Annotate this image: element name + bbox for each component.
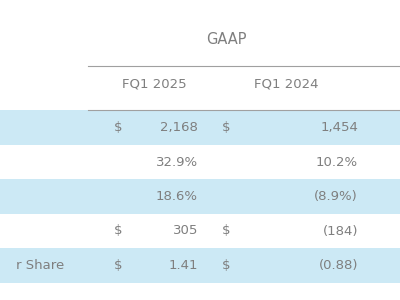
Text: $: $ — [222, 121, 230, 134]
Text: r Share: r Share — [16, 259, 64, 272]
Text: FQ1 2025: FQ1 2025 — [122, 77, 186, 91]
Text: (8.9%): (8.9%) — [314, 190, 358, 203]
Text: 18.6%: 18.6% — [156, 190, 198, 203]
FancyBboxPatch shape — [0, 110, 400, 145]
Text: 1,454: 1,454 — [320, 121, 358, 134]
Text: FQ1 2024: FQ1 2024 — [254, 77, 318, 91]
Text: $: $ — [222, 224, 230, 238]
Text: $: $ — [114, 121, 122, 134]
Text: $: $ — [114, 259, 122, 272]
Text: 1.41: 1.41 — [168, 259, 198, 272]
Text: $: $ — [114, 224, 122, 238]
Text: 10.2%: 10.2% — [316, 155, 358, 169]
Text: 305: 305 — [173, 224, 198, 238]
FancyBboxPatch shape — [0, 179, 400, 214]
Text: GAAP: GAAP — [206, 32, 246, 46]
Text: 2,168: 2,168 — [160, 121, 198, 134]
Text: $: $ — [222, 259, 230, 272]
Text: 32.9%: 32.9% — [156, 155, 198, 169]
Text: (184): (184) — [322, 224, 358, 238]
FancyBboxPatch shape — [0, 248, 400, 283]
Text: (0.88): (0.88) — [318, 259, 358, 272]
